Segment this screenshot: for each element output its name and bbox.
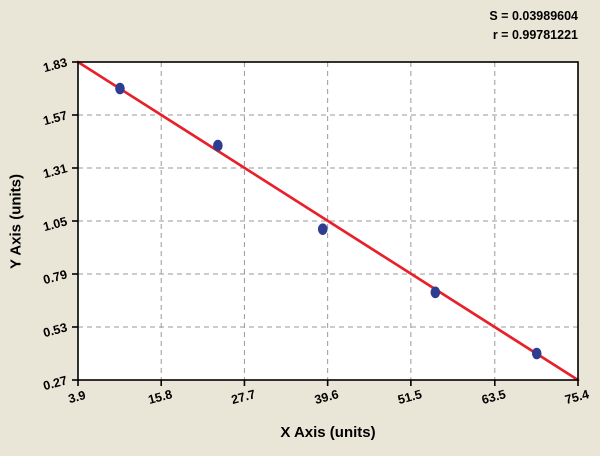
- x-tick-label: 51.5: [396, 387, 423, 407]
- stat-s-value: S = 0.03989604: [489, 9, 578, 23]
- stat-r-value: r = 0.99781221: [492, 27, 578, 42]
- x-axis-label: X Axis (units): [280, 424, 376, 441]
- fit-line: [76, 60, 580, 382]
- y-tick-label: 0.53: [42, 320, 69, 340]
- data-point: [115, 82, 125, 95]
- fit-statistics: S = 0.03989604 r = 0.99781221: [489, 7, 578, 45]
- x-tick-label: 39.6: [313, 387, 340, 407]
- y-axis-label: Y Axis (units): [7, 173, 25, 269]
- x-tick-label: 27.7: [230, 387, 257, 407]
- y-tick-label: 0.79: [42, 267, 69, 287]
- y-tick-label: 1.83: [42, 55, 69, 75]
- data-point: [430, 286, 441, 299]
- y-tick-label: 1.57: [42, 108, 69, 128]
- x-tick-label: 3.9: [67, 388, 87, 406]
- y-tick-label: 1.05: [42, 214, 69, 234]
- data-point: [317, 223, 328, 235]
- y-tick-label: 0.27: [42, 373, 69, 393]
- x-tick-label: 75.4: [563, 387, 590, 407]
- data-point: [531, 347, 542, 360]
- x-tick-label: 63.5: [480, 387, 507, 407]
- y-tick-label: 1.31: [42, 161, 69, 181]
- x-tick-label: 15.8: [147, 387, 174, 407]
- data-point: [213, 139, 223, 152]
